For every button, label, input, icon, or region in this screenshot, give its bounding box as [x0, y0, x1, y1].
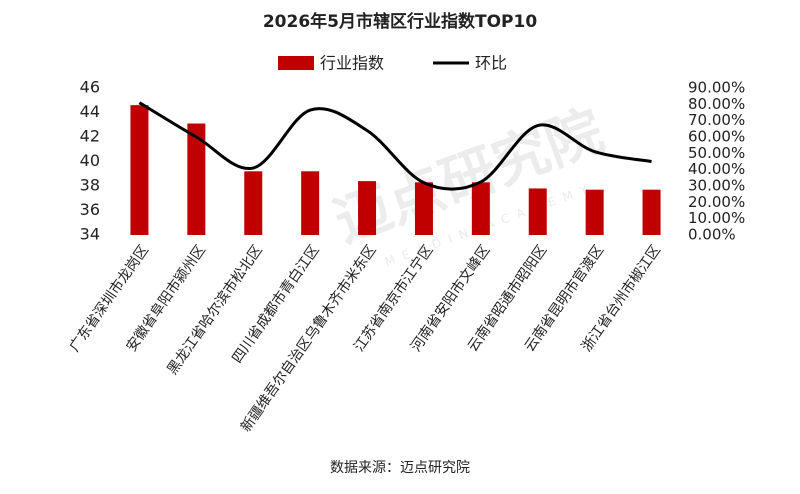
- bar: [414, 182, 433, 235]
- y-tick-label: 42: [80, 127, 100, 146]
- y2-tick-label: 70.00%: [688, 111, 745, 129]
- source: 数据来源：迈点研究院: [330, 460, 470, 476]
- y-tick-label: 38: [80, 176, 100, 195]
- y-tick-label: 34: [80, 225, 100, 244]
- chart-title: 2026年5月市辖区行业指数TOP10: [263, 11, 537, 32]
- y-tick-label: 36: [80, 200, 100, 219]
- bar: [585, 189, 604, 235]
- y2-tick-label: 90.00%: [688, 79, 745, 97]
- legend-label: 环比: [475, 54, 507, 73]
- y2-tick-label: 60.00%: [688, 128, 745, 146]
- bar: [301, 171, 320, 235]
- line: [138, 101, 652, 191]
- bar: [642, 189, 661, 235]
- y2-tick-label: 50.00%: [688, 144, 745, 162]
- y2-tick-label: 20.00%: [688, 193, 745, 211]
- y2-tick-label: 0.00%: [688, 226, 736, 244]
- bar: [358, 181, 377, 235]
- legend-swatch: [278, 56, 314, 70]
- y-tick-label: 46: [80, 78, 100, 97]
- y-tick-label: 40: [80, 151, 100, 170]
- x-tick-label: 黑龙江省哈尔滨市松北区: [164, 242, 266, 378]
- legend-label: 行业指数: [320, 54, 384, 73]
- bar: [244, 171, 263, 235]
- bar: [187, 123, 206, 235]
- bar: [528, 188, 547, 235]
- y2-tick-label: 40.00%: [688, 160, 745, 178]
- bar: [471, 182, 490, 235]
- y2-tick-label: 80.00%: [688, 95, 745, 113]
- y2-tick-label: 30.00%: [688, 177, 745, 195]
- y2-tick-label: 10.00%: [688, 209, 745, 227]
- bar: [130, 105, 149, 236]
- y-tick-label: 44: [80, 102, 100, 121]
